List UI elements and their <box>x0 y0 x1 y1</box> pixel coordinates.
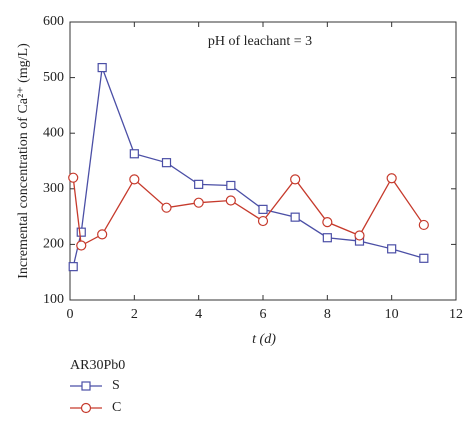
data-point <box>258 204 268 214</box>
y-tick-label: 400 <box>43 125 64 140</box>
legend-marker <box>81 381 91 391</box>
data-point <box>387 244 397 254</box>
data-point <box>257 215 269 227</box>
data-point <box>129 149 139 159</box>
data-point <box>76 227 86 237</box>
data-point <box>418 219 429 231</box>
data-point <box>322 217 333 228</box>
x-tick-label: 6 <box>260 307 267 322</box>
y-tick-label: 200 <box>43 237 64 252</box>
legend-label: C <box>112 400 121 415</box>
data-point <box>76 240 87 251</box>
x-tick-label: 12 <box>449 307 463 322</box>
data-point <box>129 174 140 185</box>
data-point <box>68 172 79 183</box>
annotation: pH of leachant = 3 <box>208 34 312 49</box>
data-point <box>386 173 397 184</box>
data-point <box>193 197 204 208</box>
data-point <box>194 179 204 189</box>
legend-title: AR30Pb0 <box>70 358 125 373</box>
x-tick-label: 4 <box>195 307 202 322</box>
data-point <box>290 212 300 222</box>
data-point <box>354 230 365 241</box>
data-point <box>322 233 332 243</box>
y-tick-label: 300 <box>43 181 64 196</box>
x-axis-label: t (d) <box>252 332 276 347</box>
plot-frame <box>69 21 457 301</box>
x-tick-label: 8 <box>324 307 331 322</box>
data-point <box>225 195 236 206</box>
y-tick-label: 500 <box>43 70 64 85</box>
y-axis-label: Incremental concentration of Ca²⁺ (mg/L) <box>16 43 31 279</box>
legend-marker <box>80 402 92 414</box>
x-tick-label: 0 <box>67 307 74 322</box>
data-point <box>97 229 108 240</box>
legend-label: S <box>112 378 120 393</box>
x-tick-label: 10 <box>385 307 399 322</box>
data-point <box>68 262 78 272</box>
series-line <box>72 177 425 247</box>
data-point <box>290 174 301 185</box>
data-point <box>226 180 236 191</box>
x-tick-label: 2 <box>131 307 138 322</box>
data-point <box>161 202 172 213</box>
data-point <box>97 62 107 73</box>
data-point <box>419 253 429 263</box>
y-tick-label: 600 <box>43 14 64 29</box>
data-point <box>161 158 172 168</box>
series-line <box>72 67 425 267</box>
y-tick-label: 100 <box>43 292 64 307</box>
